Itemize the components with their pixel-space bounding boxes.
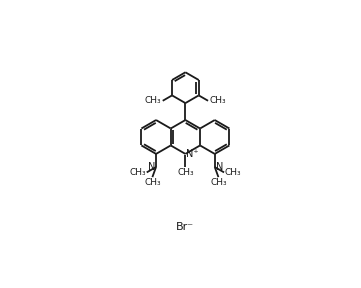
Text: CH₃: CH₃ (225, 168, 242, 177)
Text: CH₃: CH₃ (144, 178, 161, 187)
Text: N: N (148, 162, 155, 172)
Text: CH₃: CH₃ (210, 96, 226, 105)
Text: N: N (216, 162, 223, 172)
Text: CH₃: CH₃ (177, 168, 194, 177)
Text: N⁺: N⁺ (186, 149, 199, 159)
Text: CH₃: CH₃ (144, 96, 161, 105)
Text: CH₃: CH₃ (129, 168, 146, 177)
Text: CH₃: CH₃ (210, 178, 227, 187)
Text: Br⁻: Br⁻ (176, 222, 195, 232)
